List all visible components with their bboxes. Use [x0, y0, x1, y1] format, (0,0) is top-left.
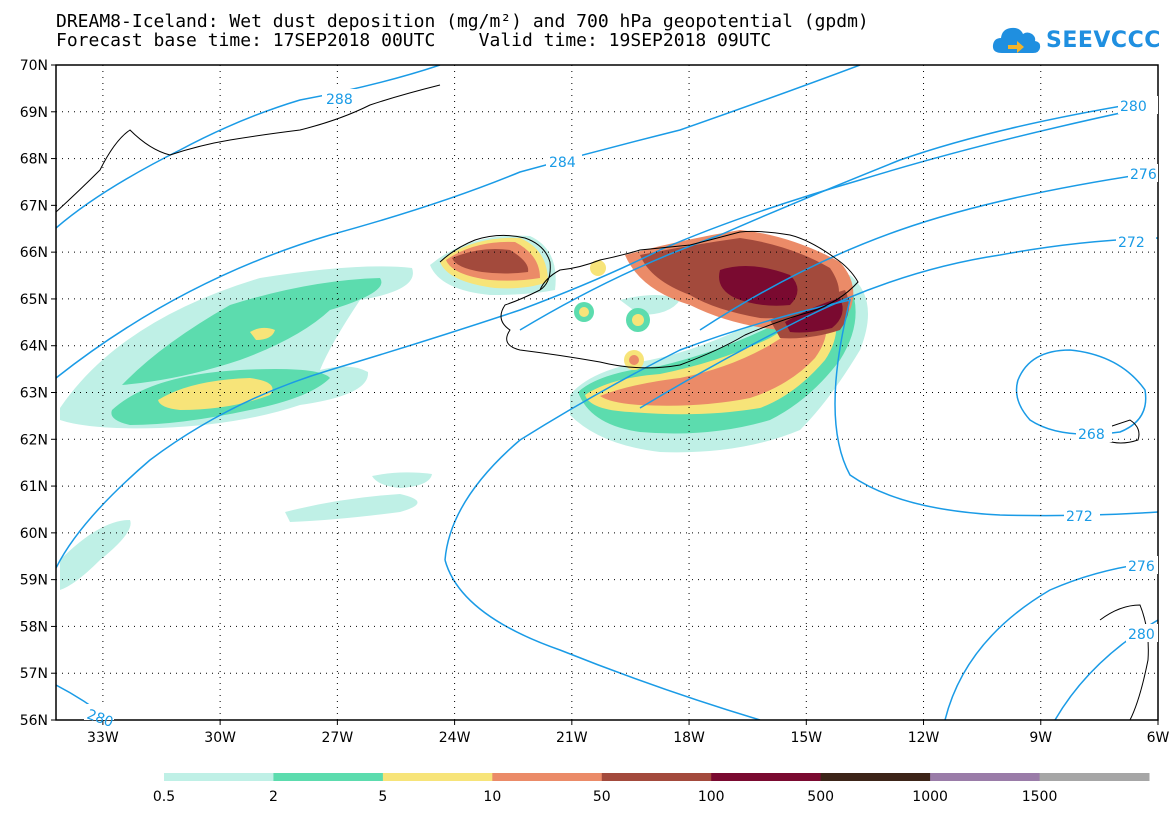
contour-label-284: 284	[549, 155, 576, 171]
lat-label: 67N	[20, 198, 48, 214]
contour-label-268: 268	[1078, 427, 1105, 443]
lon-label: 6W	[1147, 730, 1170, 746]
longitude-labels: 33W 30W 27W 24W 21W 18W 15W 12W 9W 6W	[87, 720, 1170, 746]
lat-label: 64N	[20, 339, 48, 355]
colorbar-swatch	[492, 773, 603, 781]
lat-label: 60N	[20, 526, 48, 542]
dust-blob	[629, 355, 639, 365]
colorbar-swatch	[273, 773, 384, 781]
contour-label-276-ne: 276	[1130, 167, 1157, 183]
contour-label-280-ne: 280	[1120, 99, 1147, 115]
contour-label-272-s: 272	[1066, 509, 1093, 525]
coastlines	[56, 84, 1149, 720]
contour-272-north	[639, 237, 1158, 409]
contour-276-south	[444, 559, 761, 720]
lat-label: 63N	[20, 386, 48, 402]
lon-label: 27W	[322, 730, 354, 746]
contour-label-280-se: 280	[1128, 627, 1155, 643]
dust-area-5b	[250, 327, 275, 340]
colorbar-label: 0.5	[153, 789, 175, 805]
lat-label: 62N	[20, 432, 48, 448]
dust-area-0.5d	[372, 472, 432, 488]
greenland-coast	[56, 84, 441, 213]
colorbar-swatch	[711, 773, 822, 781]
iceland-coast	[439, 230, 859, 369]
contour-268	[1015, 349, 1147, 436]
faroe-coast	[1099, 419, 1140, 444]
lon-label: 30W	[204, 730, 236, 746]
latitude-labels: 70N 69N 68N 67N 66N 65N 64N 63N 62N 61N 60N 59N 58N 5…	[20, 58, 56, 729]
lon-label: 15W	[790, 730, 822, 746]
lat-label: 59N	[20, 573, 48, 589]
colorbar-label: 10	[483, 789, 501, 805]
colorbar-swatch	[601, 773, 712, 781]
contour-288	[56, 65, 441, 229]
contour-label-288: 288	[326, 92, 353, 108]
lon-label: 18W	[673, 730, 705, 746]
lat-label: 56N	[20, 713, 48, 729]
dust-area-0.5b	[285, 494, 418, 522]
colorbar-swatch	[164, 773, 274, 781]
cloud-icon	[992, 27, 1041, 53]
dust-blob	[632, 314, 644, 326]
dust-area-10	[600, 310, 827, 406]
lat-label: 69N	[20, 105, 48, 121]
dust-deposition-shading	[60, 230, 868, 590]
lon-label: 9W	[1029, 730, 1052, 746]
colorbar-label: 500	[807, 789, 834, 805]
map-grid	[56, 65, 1158, 720]
lat-label: 65N	[20, 292, 48, 308]
colorbar-swatch	[930, 773, 1041, 781]
contour-272-south	[444, 299, 1158, 561]
lon-label: 33W	[87, 730, 119, 746]
lon-label: 24W	[439, 730, 471, 746]
dust-area-north-3	[719, 266, 798, 306]
lat-label: 57N	[20, 666, 48, 682]
lon-label: 21W	[556, 730, 588, 746]
dust-area-northwest-3	[452, 249, 529, 274]
map-field	[56, 65, 1158, 720]
colorbar-label: 1000	[912, 789, 948, 805]
contour-276	[699, 171, 1158, 331]
logo-text: SEEVCCC	[1046, 27, 1161, 53]
lat-label: 58N	[20, 619, 48, 635]
contour-284	[56, 65, 861, 379]
lat-label: 68N	[20, 152, 48, 168]
colorbar-swatch	[1039, 773, 1150, 781]
seevccc-logo: SEEVCCC	[990, 22, 1161, 58]
contour-280-west	[56, 104, 1158, 569]
lat-label: 70N	[20, 58, 48, 74]
dust-area-0.5c	[60, 520, 131, 590]
contour-labels: 288 284 280 276 272 272 268 276 280 280	[84, 89, 1158, 731]
contour-276-southeast	[944, 561, 1158, 720]
colorbar-swatch	[382, 773, 493, 781]
dust-blob	[590, 260, 606, 276]
map-title-line1: DREAM8-Iceland: Wet dust deposition (mg/…	[56, 11, 869, 32]
lon-label: 12W	[908, 730, 940, 746]
colorbar: 0.5 2 5 10 50 100 500 1000 1500	[153, 773, 1150, 805]
dust-area-5	[158, 378, 273, 410]
colorbar-label: 100	[698, 789, 725, 805]
colorbar-label: 1500	[1022, 789, 1058, 805]
colorbar-swatch	[820, 773, 931, 781]
colorbar-label: 2	[269, 789, 278, 805]
dust-blob	[579, 307, 589, 317]
colorbar-label: 5	[378, 789, 387, 805]
lat-label: 61N	[20, 479, 48, 495]
lat-label: 66N	[20, 245, 48, 261]
contour-label-276-se: 276	[1128, 559, 1155, 575]
contour-label-272-ne: 272	[1118, 235, 1145, 251]
map-title-line2: Forecast base time: 17SEP2018 00UTC Vali…	[56, 30, 772, 51]
colorbar-label: 50	[593, 789, 611, 805]
scotland-coast	[1099, 604, 1149, 720]
